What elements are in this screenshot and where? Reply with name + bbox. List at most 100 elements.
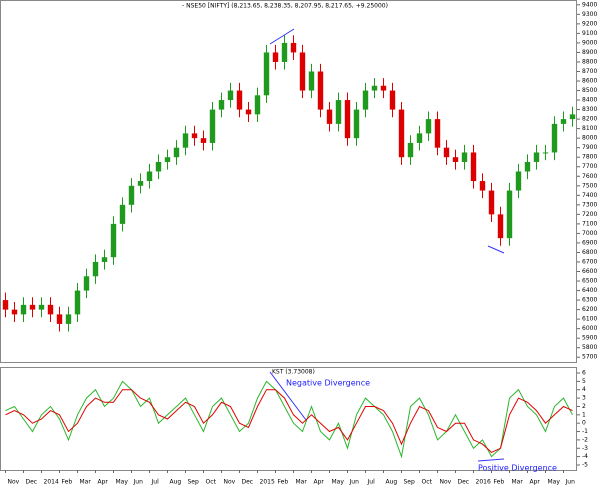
y-tick-label: 7000: [582, 230, 597, 237]
y-tick-label: 3: [582, 395, 586, 402]
candle-body: [227, 90, 234, 101]
candle-body: [254, 95, 261, 115]
y-tick-label: 5: [582, 378, 586, 385]
y-tick-label: 7500: [582, 182, 597, 189]
candle-body: [74, 290, 81, 315]
y-tick-label: -4: [582, 453, 588, 460]
candle-body: [515, 171, 522, 191]
y-tick-label: 7100: [582, 220, 597, 227]
candle-body: [308, 71, 315, 91]
annotation: Negative Divergence: [286, 379, 370, 388]
candle-body: [560, 119, 567, 124]
y-tick-label: 8200: [582, 116, 597, 123]
x-tick-label: Feb: [494, 479, 505, 486]
candle-body: [389, 90, 396, 110]
candle-body: [2, 300, 9, 310]
candle-body: [65, 314, 72, 324]
x-tick-label: Jun: [565, 479, 576, 486]
y-tick-label: 8800: [582, 58, 597, 65]
x-tick-label: May: [548, 479, 561, 486]
y-tick-label: -5: [582, 461, 588, 468]
candle-body: [209, 109, 216, 143]
candle-body: [416, 133, 423, 143]
y-tick-label: 6700: [582, 258, 597, 265]
candle-body: [290, 42, 297, 53]
candle-body: [524, 161, 531, 172]
y-tick-label: 9100: [582, 30, 597, 37]
y-tick-label: 8600: [582, 78, 597, 85]
candle-body: [281, 42, 288, 62]
y-tick-label: 4: [582, 386, 586, 393]
y-tick-label: 5900: [582, 335, 597, 342]
candle-body: [461, 152, 468, 162]
y-tick-label: 7700: [582, 163, 597, 170]
y-tick-label: 7800: [582, 154, 597, 161]
y-tick-label: 6600: [582, 268, 597, 275]
divergence-line: [477, 458, 505, 462]
x-tick-label: Mar: [512, 479, 524, 486]
candle-body: [542, 152, 549, 154]
y-tick-label: 2: [582, 403, 586, 410]
y-tick-label: 7400: [582, 192, 597, 199]
y-tick-label: 6800: [582, 249, 597, 256]
candle-body: [506, 190, 513, 239]
candle-body: [56, 314, 63, 324]
y-tick-label: 8300: [582, 106, 597, 113]
x-tick-label: Oct: [422, 479, 433, 486]
candle-body: [119, 204, 126, 224]
y-tick-label: 6200: [582, 306, 597, 313]
y-tick-label: 1: [582, 411, 586, 418]
candle-body: [470, 152, 477, 182]
candle-body: [11, 309, 18, 315]
kst-panel: [0, 367, 577, 471]
candle-body: [83, 276, 90, 291]
x-tick-label: Apr: [530, 479, 541, 486]
x-tick-label: Mar: [80, 479, 92, 486]
candle-body: [425, 119, 432, 134]
candle-body: [371, 85, 378, 91]
candle-body: [146, 171, 153, 182]
y-tick-label: 9000: [582, 39, 597, 46]
y-tick-label: 9300: [582, 11, 597, 18]
candle-body: [200, 138, 207, 143]
y-tick-label: -2: [582, 436, 588, 443]
y-tick-label: 8000: [582, 135, 597, 142]
x-tick-label: Feb: [278, 479, 289, 486]
x-tick-label: Dec: [242, 479, 254, 486]
x-tick-label: May: [116, 479, 129, 486]
candle-body: [191, 133, 198, 139]
y-tick-label: 7200: [582, 211, 597, 218]
candle-body: [263, 52, 270, 96]
candle-body: [434, 119, 441, 148]
candle-body: [38, 304, 45, 310]
y-tick-label: 7900: [582, 144, 597, 151]
x-tick-label: Aug: [386, 479, 398, 486]
y-tick-label: -1: [582, 428, 588, 435]
x-tick-label: May: [332, 479, 345, 486]
y-tick-label: 8100: [582, 125, 597, 132]
divergence-line: [269, 371, 307, 421]
candle-body: [272, 52, 279, 62]
candle-body: [452, 157, 459, 162]
y-tick-label: 7600: [582, 173, 597, 180]
candle-body: [362, 90, 369, 110]
divergence-line: [487, 245, 505, 254]
y-tick-label: 6400: [582, 287, 597, 294]
candle-body: [497, 214, 504, 239]
y-tick-label: 6500: [582, 278, 597, 285]
x-tick-label: Sep: [188, 479, 200, 486]
y-tick-label: 5700: [582, 354, 597, 361]
indicator-title: KST (3.73008): [272, 369, 315, 376]
candle-body: [218, 100, 225, 110]
y-tick-label: 6900: [582, 239, 597, 246]
x-tick-label: Sep: [404, 479, 416, 486]
y-tick-label: 6300: [582, 297, 597, 304]
x-tick-label: Feb: [62, 479, 73, 486]
y-tick-label: 5800: [582, 344, 597, 351]
candle-body: [164, 157, 171, 162]
y-tick-label: 8500: [582, 87, 597, 94]
candle-body: [173, 147, 180, 158]
x-tick-label: Dec: [458, 479, 470, 486]
x-tick-label: Jun: [349, 479, 360, 486]
